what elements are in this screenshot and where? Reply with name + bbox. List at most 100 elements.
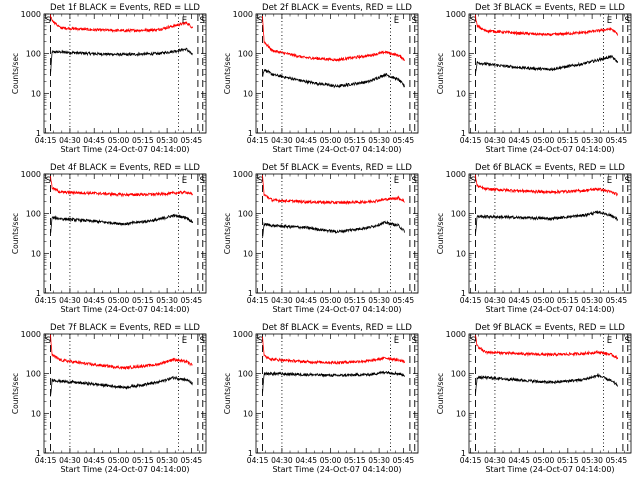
plot-frame: [43, 333, 207, 454]
panel-title: Det 2f BLACK = Events, RED = LLD: [262, 3, 412, 13]
y-tick-label: 1: [248, 289, 253, 298]
marker-label: S: [625, 336, 630, 346]
y-tick-label: 100: [451, 210, 466, 219]
x-tick-label: 04:30: [271, 136, 293, 145]
x-tick-label: 05:30: [368, 136, 390, 145]
x-tick-label: 05:15: [132, 456, 154, 465]
panel-det-5: Det 5f BLACK = Events, RED = LLD 1 10 100 10…: [223, 163, 419, 314]
y-tick-label: 100: [238, 210, 253, 219]
marker-label: S: [471, 16, 476, 26]
x-axis-label: Start Time (24-Oct-07 04:14:00): [60, 465, 189, 474]
series-lld-line: [475, 335, 619, 360]
x-tick-label: 04:30: [59, 136, 81, 145]
x-tick-label: 04:15: [35, 296, 57, 305]
plot-frame: [468, 13, 632, 134]
marker-label: S: [46, 16, 51, 26]
series-events-line: [475, 372, 619, 395]
x-tick-label: 04:45: [508, 296, 530, 305]
plot-frame: [43, 13, 207, 134]
panel-title: Det 5f BLACK = Events, RED = LLD: [262, 163, 412, 173]
x-tick-label: 04:30: [59, 456, 81, 465]
marker-label: E: [394, 336, 399, 346]
y-axis-label: Counts/sec: [223, 213, 232, 254]
y-tick-label: 1: [248, 449, 253, 458]
marker-label: E: [607, 336, 612, 346]
y-tick-label: 100: [451, 370, 466, 379]
panel-det-9: Det 9f BLACK = Events, RED = LLD 1 10 100 10…: [436, 323, 632, 474]
x-tick-label: 05:45: [181, 296, 203, 305]
y-tick-label: 1: [36, 289, 41, 298]
y-tick-label: 1000: [21, 10, 41, 19]
x-tick-label: 05:45: [181, 456, 203, 465]
panel-title: Det 7f BLACK = Events, RED = LLD: [50, 323, 200, 333]
x-tick-label: 05:45: [393, 456, 415, 465]
y-tick-label: 10: [456, 409, 466, 418]
series-lld-line: [262, 15, 405, 63]
y-tick-label: 1: [248, 129, 253, 138]
marker-label: S: [625, 16, 630, 26]
x-tick-label: 05:45: [606, 296, 628, 305]
marker-label: E: [607, 16, 612, 26]
x-tick-label: 05:30: [581, 296, 603, 305]
x-tick-label: 05:45: [606, 456, 628, 465]
x-tick-label: 05:00: [533, 296, 555, 305]
x-axis-label: Start Time (24-Oct-07 04:14:00): [272, 465, 401, 474]
x-tick-label: 05:30: [581, 456, 603, 465]
marker-label: S: [258, 176, 263, 186]
series-lld-line: [262, 336, 406, 366]
marker-label: E: [182, 336, 187, 346]
y-tick-label: 10: [243, 409, 253, 418]
y-tick-label: 100: [451, 50, 466, 59]
x-tick-label: 04:45: [83, 296, 105, 305]
x-tick-label: 05:00: [320, 296, 342, 305]
panel-det-1: Det 1f BLACK = Events, RED = LLD 1 10 100 10…: [11, 3, 207, 154]
marker-label: S: [412, 16, 417, 26]
x-axis-label: Start Time (24-Oct-07 04:14:00): [485, 145, 614, 154]
y-tick-label: 1000: [446, 330, 466, 339]
x-axis-label: Start Time (24-Oct-07 04:14:00): [485, 465, 614, 474]
panel-det-2: Det 2f BLACK = Events, RED = LLD 1 10 100 10…: [223, 3, 419, 154]
y-axis-label: Counts/sec: [11, 373, 20, 414]
x-tick-label: 04:45: [295, 296, 317, 305]
y-tick-label: 1000: [233, 330, 253, 339]
x-tick-label: 04:30: [271, 296, 293, 305]
x-tick-label: 05:00: [320, 456, 342, 465]
y-axis-label: Counts/sec: [223, 373, 232, 414]
marker-label: E: [182, 176, 187, 186]
series-lld-line: [50, 334, 193, 371]
x-tick-label: 04:30: [484, 456, 506, 465]
marker-label: S: [258, 16, 263, 26]
y-axis-label: Counts/sec: [436, 213, 445, 254]
x-tick-label: 04:15: [35, 456, 57, 465]
x-tick-label: 04:30: [484, 296, 506, 305]
plot-frame: [255, 13, 419, 134]
marker-label: E: [182, 16, 187, 26]
x-tick-label: 04:15: [460, 456, 482, 465]
x-tick-label: 04:45: [295, 136, 317, 145]
x-tick-label: 05:30: [368, 456, 390, 465]
y-tick-label: 100: [238, 50, 253, 59]
y-tick-label: 100: [26, 370, 41, 379]
series-events-line: [262, 68, 406, 89]
series-lld-line: [262, 175, 405, 206]
x-axis-label: Start Time (24-Oct-07 04:14:00): [60, 145, 189, 154]
y-tick-label: 1000: [21, 330, 41, 339]
plot-frame: [255, 333, 419, 454]
x-tick-label: 05:30: [156, 136, 178, 145]
series-events-line: [475, 54, 619, 75]
x-tick-label: 04:15: [460, 296, 482, 305]
x-tick-label: 04:45: [83, 136, 105, 145]
y-tick-label: 100: [26, 50, 41, 59]
x-axis-label: Start Time (24-Oct-07 04:14:00): [272, 305, 401, 314]
x-tick-label: 05:15: [557, 136, 579, 145]
marker-label: S: [412, 176, 417, 186]
x-tick-label: 05:30: [156, 296, 178, 305]
x-axis-label: Start Time (24-Oct-07 04:14:00): [485, 305, 614, 314]
panel-title: Det 4f BLACK = Events, RED = LLD: [50, 163, 200, 173]
x-tick-label: 04:30: [59, 296, 81, 305]
x-tick-label: 05:30: [156, 456, 178, 465]
x-tick-label: 05:15: [132, 136, 154, 145]
series-events-line: [262, 220, 406, 239]
x-tick-label: 04:15: [247, 296, 269, 305]
x-tick-label: 04:45: [295, 456, 317, 465]
